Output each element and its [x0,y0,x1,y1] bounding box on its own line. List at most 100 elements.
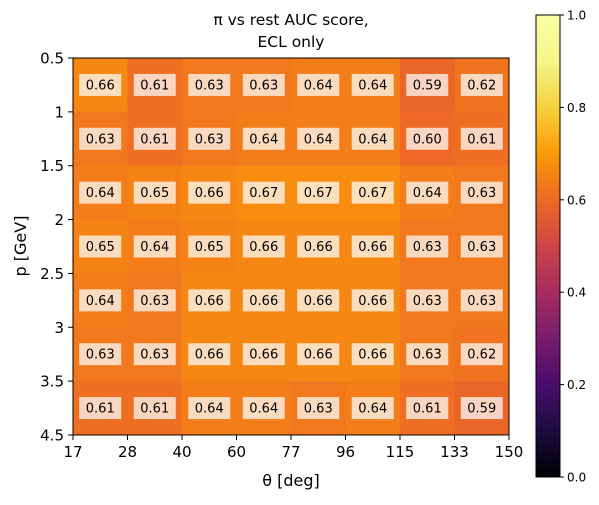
cell-value-label: 0.67 [304,186,333,201]
cell-label-box [79,343,122,366]
cell-label-box [351,289,394,312]
cell-value-label: 0.64 [86,186,115,201]
cell-label-box [188,343,231,366]
x-tick-label: 40 [172,443,191,461]
y-tick-label: 1 [54,103,64,121]
cell-label-box [133,235,176,258]
colorbar-ticks: 0.0 0.2 0.4 0.6 0.8 1.0 [560,9,586,485]
cell-label-box [351,181,394,204]
colorbar-tick-label: 0.0 [567,471,586,485]
colorbar-tick-label: 0.2 [567,378,586,392]
cell-value-label: 0.61 [86,402,115,417]
cell-label-box [297,343,340,366]
cell-value-label: 0.66 [249,294,278,309]
cell-label-box [188,73,231,96]
cell-label-box [133,127,176,150]
cell-label-box [406,73,449,96]
cell-label-box [242,73,285,96]
cell-value-label: 0.63 [140,294,169,309]
cell-label-box [297,73,340,96]
cell-label-box [133,181,176,204]
cell-value-label: 0.63 [249,78,278,93]
cell-value-label: 0.63 [413,348,442,363]
cell-value-label: 0.64 [195,402,224,417]
cell-label-box [406,181,449,204]
cell-value-label: 0.62 [467,348,496,363]
cell-label-box [242,235,285,258]
cell-value-label: 0.66 [86,78,115,93]
cell-label-box [188,397,231,420]
x-tick-label: 28 [118,443,137,461]
cell-value-label: 0.66 [304,294,333,309]
cell-value-label: 0.64 [304,78,333,93]
y-tick-label: 1.5 [40,157,64,175]
x-axis-ticks: 17 28 40 60 77 96 115 133 150 [63,435,523,461]
cell-value-label: 0.63 [195,132,224,147]
cell-label-box [460,235,503,258]
cell-label-box [133,73,176,96]
cell-label-box [351,235,394,258]
cell-label-box [460,289,503,312]
cell-label-box [351,73,394,96]
cell-label-box [460,397,503,420]
y-tick-label: 3 [54,319,64,337]
cell-label-box [460,181,503,204]
cell-value-label: 0.63 [413,240,442,255]
cell-value-label: 0.63 [467,186,496,201]
cell-value-label: 0.63 [304,402,333,417]
cell-value-label: 0.64 [249,132,278,147]
cell-value-label: 0.63 [86,132,115,147]
cell-value-label: 0.64 [140,240,169,255]
x-tick-label: 96 [336,443,355,461]
cell-value-label: 0.66 [304,348,333,363]
cell-label-box [351,397,394,420]
cell-value-label: 0.63 [467,240,496,255]
cell-label-box [242,127,285,150]
x-tick-label: 17 [63,443,82,461]
cell-label-box [460,73,503,96]
cell-value-label: 0.63 [140,348,169,363]
cell-value-label: 0.61 [467,132,496,147]
cell-value-label: 0.65 [86,240,115,255]
cell-label-box [297,181,340,204]
y-tick-label: 4.5 [40,427,64,445]
cell-label-box [242,397,285,420]
cell-value-label: 0.61 [140,132,169,147]
colorbar-tick-label: 0.8 [567,101,586,115]
colorbar-tick-label: 1.0 [567,9,586,23]
cell-value-label: 0.66 [304,240,333,255]
cell-value-label: 0.65 [195,240,224,255]
cell-label-box [297,397,340,420]
cell-label-box [242,289,285,312]
cell-label-box [79,235,122,258]
y-tick-label: 0.5 [40,50,64,68]
x-tick-label: 77 [281,443,300,461]
cell-value-label: 0.61 [140,78,169,93]
cell-value-label: 0.61 [140,402,169,417]
y-tick-label: 2.5 [40,265,64,283]
cell-value-label: 0.63 [195,78,224,93]
cell-value-label: 0.66 [358,294,387,309]
cell-label-box [460,127,503,150]
cell-label-box [133,397,176,420]
y-axis-ticks: 0.5 1 1.5 2 2.5 3 3.5 4.5 [40,50,73,445]
cell-value-label: 0.64 [358,78,387,93]
cell-label-box [406,397,449,420]
cell-label-box [79,181,122,204]
cell-value-label: 0.63 [86,348,115,363]
x-tick-label: 133 [440,443,469,461]
cell-value-label: 0.66 [358,240,387,255]
cell-label-box [351,127,394,150]
cell-value-label: 0.60 [413,132,442,147]
cell-value-label: 0.64 [249,402,278,417]
cell-value-label: 0.62 [467,78,496,93]
cell-value-label: 0.66 [249,240,278,255]
cell-label-box [133,289,176,312]
cell-label-box [351,343,394,366]
cell-label-box [242,343,285,366]
cell-value-label: 0.66 [358,348,387,363]
cell-label-box [188,127,231,150]
chart-title-line-2: ECL only [258,33,325,51]
cell-value-label: 0.64 [413,186,442,201]
